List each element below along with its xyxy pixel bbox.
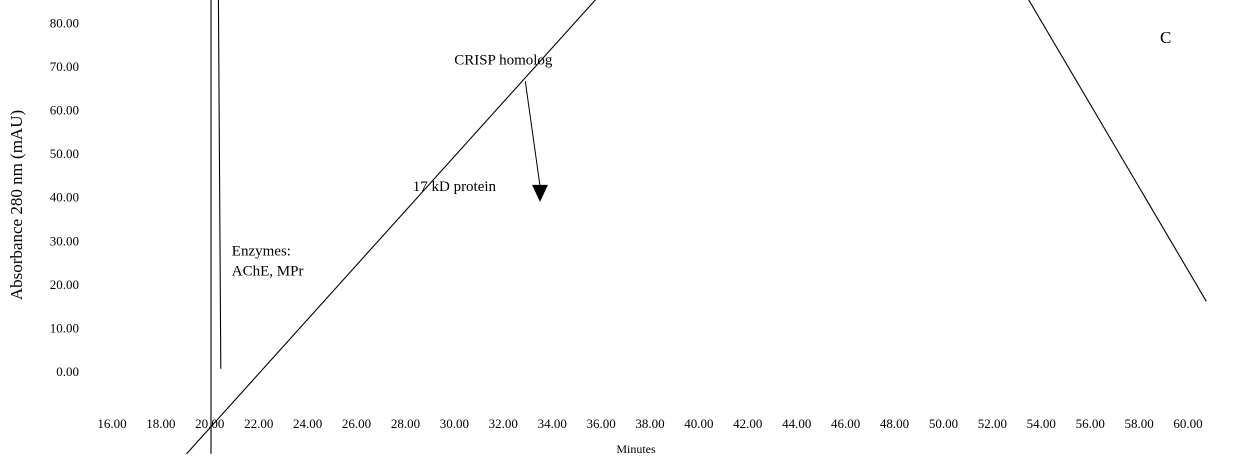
series-line-1 [217,0,222,369]
x-tick-label: 54.00 [1027,416,1056,431]
x-tick-label: 26.00 [342,416,371,431]
x-tick-label: 50.00 [929,416,958,431]
x-tick-label: 30.00 [440,416,469,431]
panel-label: C [1160,28,1171,47]
y-tick-label: 10.00 [50,320,79,335]
series-layer [186,0,1207,455]
x-tick-labels: 16.00 18.00 20.00 22.00 24.00 26.00 28.00 30.00… [97,416,1202,431]
x-tick-label: 16.00 [97,416,126,431]
x-tick-label: 32.00 [489,416,518,431]
y-tick-label: 60.00 [50,103,79,118]
y-tick-label: 50.00 [50,146,79,161]
series-line-3 [1028,0,1207,302]
y-axis-title: Absorbance 280 nm (mAU) [7,110,26,300]
x-tick-label: 42.00 [733,416,762,431]
x-tick-label: 36.00 [586,416,615,431]
x-tick-label: 24.00 [293,416,322,431]
x-tick-label: 44.00 [782,416,811,431]
x-tick-label: 58.00 [1124,416,1153,431]
x-tick-label: 22.00 [244,416,273,431]
x-tick-label: 46.00 [831,416,860,431]
y-tick-label: 70.00 [50,59,79,74]
x-tick-label: 18.00 [146,416,175,431]
x-tick-label: 20.00 [195,416,224,431]
annotation-text-0: CRISP homolog [454,53,553,69]
x-tick-label: 34.00 [538,416,567,431]
x-tick-label: 38.00 [635,416,664,431]
annotation-text-2-0: Enzymes: [232,244,291,260]
x-tick-label: 56.00 [1076,416,1105,431]
y-tick-label: 80.00 [50,15,79,30]
y-tick-label: 20.00 [50,277,79,292]
annotation-text-2-1: AChE, MPr [232,264,304,280]
annotation-arrowhead [532,184,548,202]
annotation-text-1: 17 kD protein [413,179,497,195]
x-tick-label: 28.00 [391,416,420,431]
series-line-2 [186,0,597,455]
x-tick-label: 48.00 [880,416,909,431]
y-tick-label: 0.00 [56,364,79,379]
x-axis-title: Minutes [616,442,656,456]
x-tick-label: 60.00 [1173,416,1202,431]
annotation-arrow-line [524,81,541,186]
y-tick-label: 40.00 [50,190,79,205]
annotations-layer: CRISP homolog 17 kD protein Enzymes: AChE, … [232,53,553,280]
x-tick-label: 40.00 [684,416,713,431]
x-tick-label: 52.00 [978,416,1007,431]
y-tick-label: 30.00 [50,233,79,248]
y-tick-labels: 0.00 10.00 20.00 30.00 40.00 50.00 60.00 70.00 8… [50,15,79,379]
